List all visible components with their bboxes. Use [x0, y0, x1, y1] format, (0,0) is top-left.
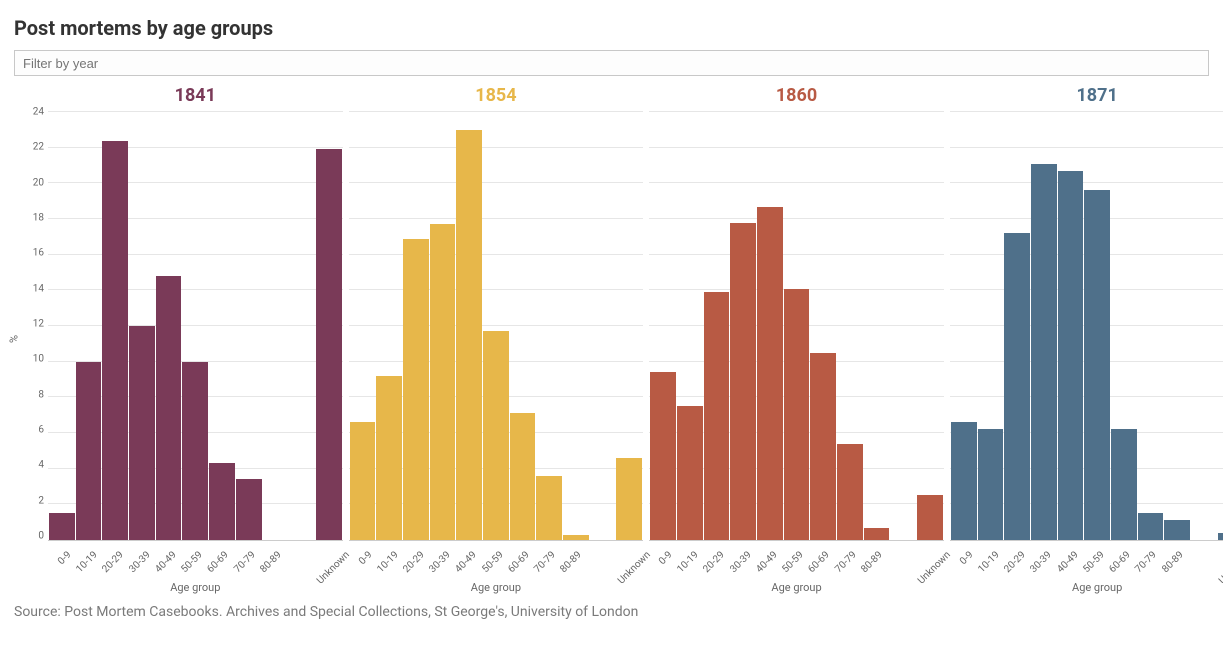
bar-60-69 [510, 413, 536, 540]
y-tick-label: 4 [38, 460, 44, 471]
panel-title: 1860 [649, 84, 944, 112]
bar-20-29 [704, 292, 730, 540]
chart-panel-1841: 1841 0-910-1920-2930-3940-4950-5960-6970-… [48, 84, 349, 594]
y-tick-label: 14 [33, 283, 44, 294]
plot-area [649, 112, 944, 541]
bar-60-69 [209, 463, 235, 540]
bar-40-49 [1058, 171, 1084, 540]
bar-20-29 [403, 239, 429, 540]
bar-10-19 [76, 362, 102, 540]
bar-50-59 [182, 362, 208, 540]
chart-panel-1860: 1860 0-910-1920-2930-3940-4950-5960-6970-… [649, 84, 950, 594]
y-axis: % 024681012141618202224 [14, 84, 48, 594]
x-label: Unknown [1217, 549, 1223, 608]
bar-30-39 [129, 326, 155, 540]
y-tick-label: 6 [38, 425, 44, 436]
bar-0-9 [49, 513, 75, 540]
bar-20-29 [1004, 233, 1030, 540]
bar-70-79 [236, 479, 262, 540]
x-labels: 0-910-1920-2930-3940-4950-5960-6970-7980… [649, 541, 944, 583]
plot-area [950, 112, 1223, 541]
bar-0-9 [650, 372, 676, 540]
page-title: Post mortems by age groups [14, 16, 1209, 40]
bar-10-19 [376, 376, 402, 540]
bars [649, 112, 944, 540]
x-labels: 0-910-1920-2930-3940-4950-5960-6970-7980… [48, 541, 343, 583]
y-tick-label: 22 [33, 142, 44, 153]
bar-Unknown [316, 149, 342, 540]
bar-80-89 [1164, 520, 1190, 540]
chart-panel-1871: 1871 0-910-1920-2930-3940-4950-5960-6970-… [950, 84, 1223, 594]
panel-title: 1841 [48, 84, 343, 112]
bar-30-39 [430, 224, 456, 540]
chart-panels: % 024681012141618202224 18410-910-1920-2… [14, 84, 1209, 594]
bar-Unknown [917, 495, 943, 540]
filter-by-year-input[interactable] [14, 50, 1209, 76]
bar-0-9 [951, 422, 977, 540]
bars [349, 112, 644, 540]
y-tick-label: 2 [38, 495, 44, 506]
bar-40-49 [156, 276, 182, 540]
bar-30-39 [1031, 164, 1057, 540]
bar-Unknown [616, 458, 642, 540]
bar-0-9 [350, 422, 376, 540]
bar-30-39 [730, 223, 756, 540]
panel-title: 1871 [950, 84, 1223, 112]
bar-40-49 [757, 207, 783, 540]
bars [950, 112, 1223, 540]
y-tick-label: 24 [33, 107, 44, 118]
bar-70-79 [536, 476, 562, 540]
bar-50-59 [784, 289, 810, 540]
bar-60-69 [1111, 429, 1137, 540]
x-labels: 0-910-1920-2930-3940-4950-5960-6970-7980… [950, 541, 1223, 583]
bar-40-49 [456, 130, 482, 540]
panel-title: 1854 [349, 84, 644, 112]
bar-10-19 [978, 429, 1004, 540]
y-axis-label: % [8, 335, 21, 343]
bar-50-59 [483, 331, 509, 540]
bar-10-19 [677, 406, 703, 540]
plot-area [349, 112, 644, 541]
bar-70-79 [1138, 513, 1164, 540]
y-tick-label: 16 [33, 248, 44, 259]
y-tick-label: 0 [38, 531, 44, 542]
bar-80-89 [563, 535, 589, 540]
bar-60-69 [810, 353, 836, 540]
y-tick-label: 18 [33, 213, 44, 224]
bar-50-59 [1084, 190, 1110, 540]
source-attribution: Source: Post Mortem Casebooks. Archives … [14, 604, 1209, 620]
chart-panel-1854: 1854 0-910-1920-2930-3940-4950-5960-6970-… [349, 84, 650, 594]
plot-area [48, 112, 343, 541]
y-tick-label: 12 [33, 319, 44, 330]
y-tick-label: 8 [38, 389, 44, 400]
bar-20-29 [102, 141, 128, 540]
x-labels: 0-910-1920-2930-3940-4950-5960-6970-7980… [349, 541, 644, 583]
y-tick-label: 10 [33, 354, 44, 365]
bars [48, 112, 343, 540]
bar-80-89 [864, 528, 890, 540]
y-tick-label: 20 [33, 177, 44, 188]
bar-70-79 [837, 444, 863, 540]
bar-Unknown [1218, 533, 1223, 540]
